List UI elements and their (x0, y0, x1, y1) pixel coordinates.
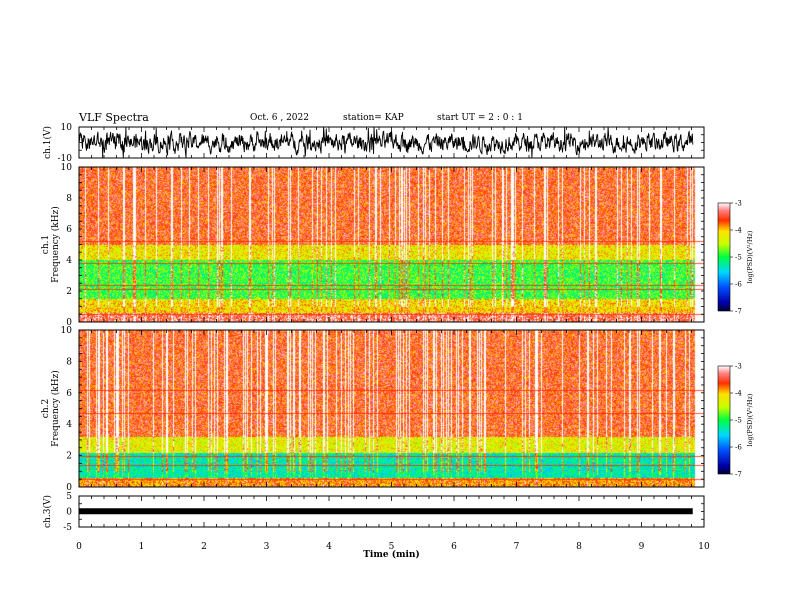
y-tick-label: 0 (66, 318, 72, 328)
start-time-label: start UT = 2 : 0 : 1 (437, 113, 523, 123)
chart-title: VLF Spectra (79, 111, 149, 124)
ch1-waveform-line (78, 126, 694, 159)
y-tick-label: 6 (66, 225, 72, 235)
ch2-spectrogram (79, 330, 704, 487)
panel-channel-label: ch.2 (41, 399, 51, 418)
y-tick-label: -5 (63, 523, 72, 533)
y-tick-label: -10 (58, 154, 73, 164)
ch1-spectrogram-image (79, 167, 704, 322)
ch2-spectrogram-image (79, 330, 704, 487)
panel-frames (78, 126, 705, 528)
x-tick-label: 5 (389, 542, 395, 552)
y-tick-label: 8 (66, 357, 72, 367)
y-tick-label: 4 (66, 256, 72, 266)
x-tick-label: 7 (514, 542, 520, 552)
panel-frame-2 (78, 166, 705, 323)
y-tick-label: 4 (66, 420, 72, 430)
x-tick-label: 4 (326, 542, 332, 552)
x-tick-label: 2 (201, 542, 207, 552)
panel-frame-1 (78, 126, 705, 159)
colorbar-tick-label: -3 (735, 200, 742, 208)
colorbar-2 (717, 365, 731, 475)
y-tick-label: 10 (61, 123, 73, 133)
x-tick-label: 0 (76, 542, 82, 552)
colorbar-tick-label: -6 (735, 444, 742, 452)
y-tick-label: 0 (66, 508, 72, 518)
colorbar-tick-label: -5 (735, 254, 742, 262)
colorbar-tick-label: -7 (735, 308, 742, 316)
panel-frame-3 (78, 329, 705, 488)
y-tick-label: 5 (66, 492, 72, 502)
y-tick-label: 10 (61, 163, 73, 173)
y-tick-label: 10 (61, 326, 73, 336)
x-tick-label: 10 (698, 542, 710, 552)
colorbar-tick-label: -4 (735, 390, 742, 398)
colorbar-tick-label: -3 (735, 363, 742, 371)
colorbars: -3 -4 -5 -6 -7 log(PSD)(V²/Hz) -3 -4 -5 -6 -7 log(P… (717, 200, 754, 479)
colorbar-tick-label: -4 (735, 227, 742, 235)
panel-y-label: ch.3(V) (42, 495, 53, 528)
y-tick-label: 2 (66, 287, 72, 297)
y-tick-label: 6 (66, 389, 72, 399)
panel-frame-4 (78, 495, 705, 528)
colorbar-tick-label: -6 (735, 281, 742, 289)
x-tick-label: 6 (451, 542, 457, 552)
panel-y-label: Frequency (kHz) (50, 206, 61, 283)
panel-y-label: Frequency (kHz) (50, 370, 61, 447)
y-tick-label: 8 (66, 194, 72, 204)
panel-y-label: ch.1(V) (42, 126, 53, 159)
date-label: Oct. 6 , 2022 (250, 113, 309, 123)
x-tick-label: 3 (264, 542, 270, 552)
colorbar-tick-label: -7 (735, 471, 742, 479)
x-tick-label: 1 (139, 542, 145, 552)
y-tick-label: 2 (66, 452, 72, 462)
colorbar-label: log(PSD)(V²/Hz) (746, 393, 754, 446)
ch1-waveform (78, 126, 694, 159)
colorbar-tick-label: -5 (735, 417, 742, 425)
x-tick-label: 8 (576, 542, 582, 552)
colorbar-1 (717, 202, 731, 312)
x-axis-label: Time (min) (363, 549, 420, 560)
colorbar-label: log(PSD)(V²/Hz) (746, 230, 754, 283)
x-tick-label: 9 (639, 542, 645, 552)
panel-channel-label: ch.1 (41, 235, 51, 254)
y-tick-label: 0 (66, 483, 72, 493)
ch1-spectrogram (79, 167, 704, 322)
station-label: station= KAP (343, 113, 404, 123)
